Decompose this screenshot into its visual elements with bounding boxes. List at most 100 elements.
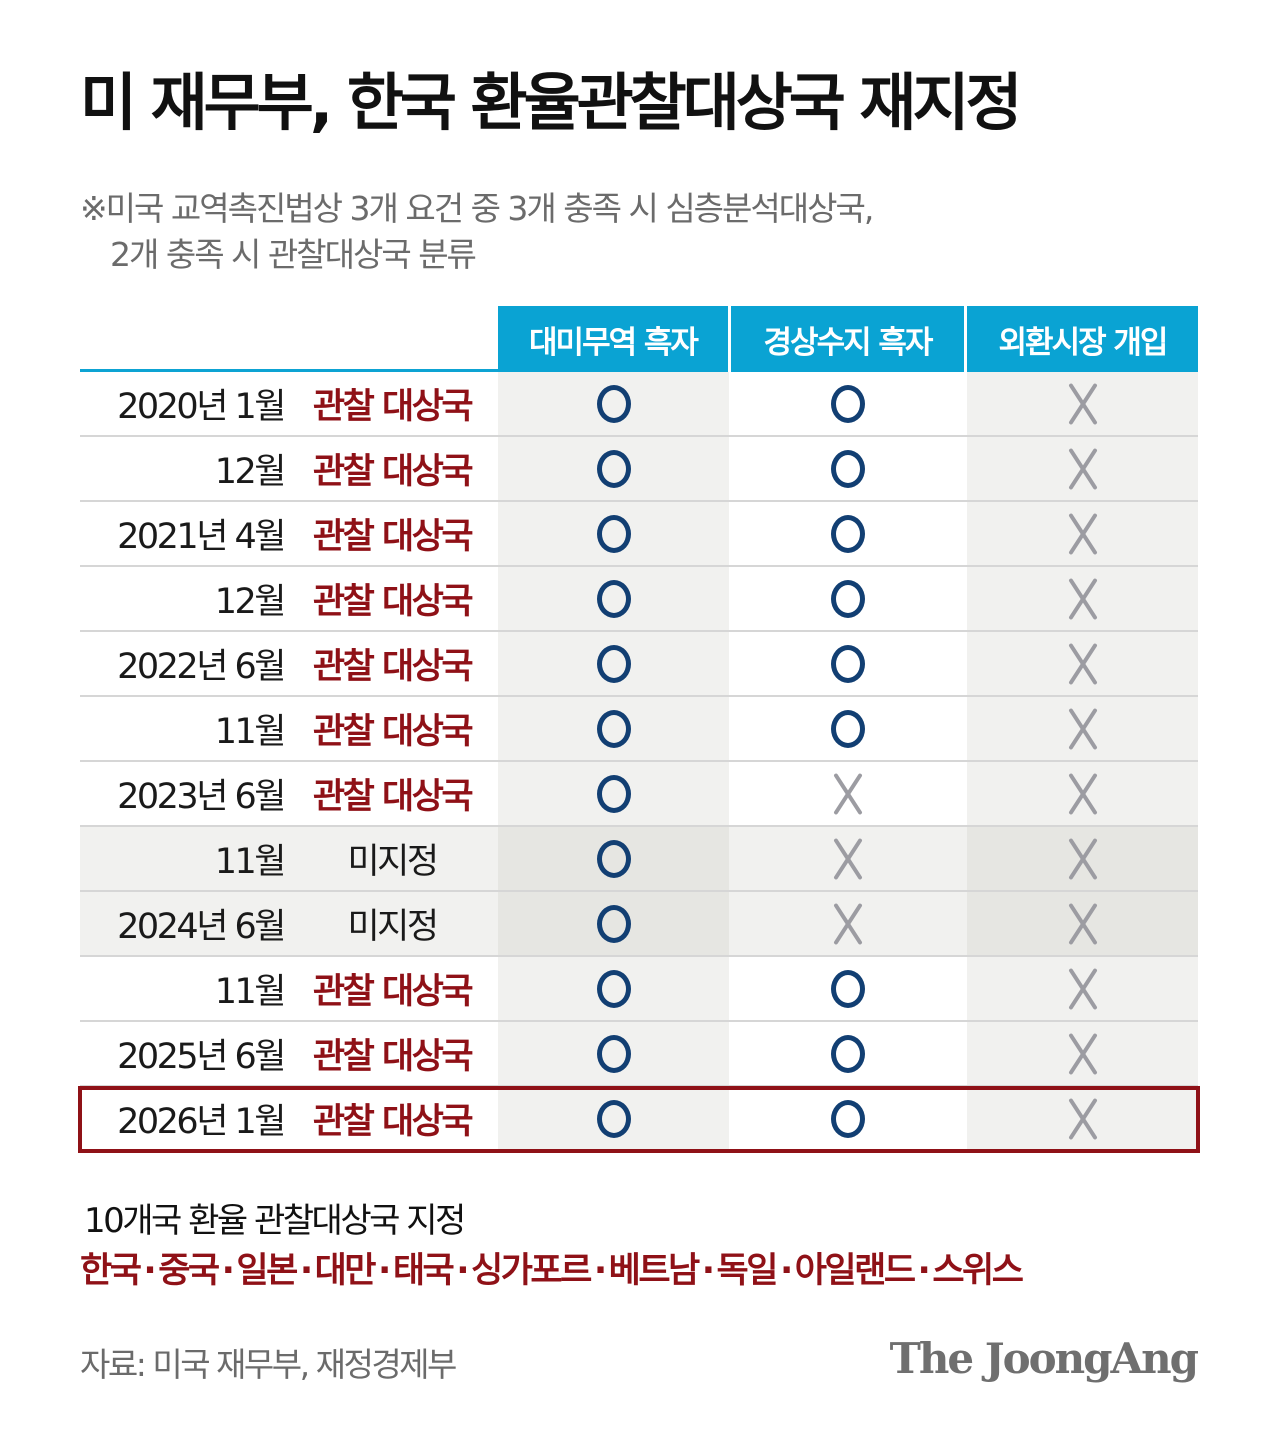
criteria-cell — [729, 697, 967, 760]
table-row: 12월 관찰 대상국 — [80, 437, 1198, 502]
criteria-cell — [729, 827, 967, 890]
separator-dot: · — [593, 1251, 607, 1291]
criteria-cell — [729, 632, 967, 695]
country-name: 대만 — [314, 1251, 377, 1291]
criteria-cell — [498, 957, 729, 1020]
circle-met-icon — [596, 709, 631, 748]
criteria-cell — [967, 697, 1198, 760]
column-header-current-account: 경상수지 흑자 — [731, 306, 964, 372]
table-row: 11월 관찰 대상국 — [80, 957, 1198, 1022]
column-header-trade-surplus: 대미무역 흑자 — [498, 306, 728, 372]
cross-not-met-icon — [1063, 579, 1103, 619]
criteria-cell — [967, 827, 1198, 890]
column-header-fx-intervention: 외환시장 개입 — [967, 306, 1198, 372]
criteria-cell — [729, 957, 967, 1020]
criteria-cell — [498, 502, 729, 565]
criteria-note: ※미국 교역촉진법상 3개 요건 중 3개 충족 시 심층분석대상국, 2개 충… — [80, 186, 874, 278]
cross-not-met-icon — [1063, 514, 1103, 554]
criteria-cell — [967, 1022, 1198, 1085]
criteria-cell — [967, 892, 1198, 955]
cross-not-met-icon — [1063, 449, 1103, 489]
table-row: 11월 미지정 — [80, 827, 1198, 892]
separator-dot: · — [143, 1251, 156, 1291]
row-status: 관찰 대상국 — [312, 517, 474, 557]
circle-met-icon — [831, 384, 865, 423]
row-status: 미지정 — [347, 842, 439, 882]
circle-met-icon — [596, 449, 631, 488]
row-status: 관찰 대상국 — [312, 777, 474, 817]
table-row: 11월 관찰 대상국 — [80, 697, 1198, 762]
criteria-cell — [729, 1087, 967, 1150]
publisher-logo: The JoongAng — [889, 1334, 1199, 1383]
circle-met-icon — [596, 904, 631, 943]
table-header: 대미무역 흑자 경상수지 흑자 외환시장 개입 — [80, 306, 1198, 372]
summary-title: 10개국 환율 관찰대상국 지정 — [84, 1201, 466, 1241]
criteria-cell — [729, 372, 967, 435]
criteria-cell — [729, 1022, 967, 1085]
circle-met-icon — [831, 1034, 865, 1073]
cross-not-met-icon — [828, 839, 868, 879]
criteria-cell — [967, 957, 1198, 1020]
criteria-cell — [967, 567, 1198, 630]
criteria-cell — [967, 437, 1198, 500]
separator-dot: · — [456, 1251, 469, 1291]
row-status: 관찰 대상국 — [312, 387, 474, 427]
row-date: 12월 — [214, 452, 287, 492]
row-date: 2022년 6월 — [117, 647, 286, 687]
circle-met-icon — [831, 969, 865, 1008]
cross-not-met-icon — [1063, 774, 1103, 814]
criteria-cell — [967, 762, 1198, 825]
circle-met-icon — [596, 514, 631, 553]
circle-met-icon — [596, 969, 631, 1008]
row-status: 관찰 대상국 — [312, 582, 474, 622]
table-row: 2026년 1월 관찰 대상국 — [80, 1087, 1198, 1152]
criteria-cell — [729, 762, 967, 825]
row-status: 관찰 대상국 — [312, 452, 474, 492]
row-date: 11월 — [214, 712, 287, 752]
separator-dot: · — [701, 1251, 715, 1291]
table-body: 2020년 1월 관찰 대상국 12월 관찰 대상국 2021년 4월 관찰 대상국 12월… — [80, 372, 1198, 1152]
circle-met-icon — [831, 579, 865, 618]
circle-met-icon — [596, 384, 631, 423]
criteria-note-line-2: 2개 충족 시 관찰대상국 분류 — [110, 235, 477, 274]
criteria-cell — [967, 632, 1198, 695]
criteria-cell — [498, 1022, 729, 1085]
separator-dot: · — [299, 1251, 313, 1291]
criteria-cell — [498, 827, 729, 890]
circle-met-icon — [831, 644, 865, 683]
table-row: 12월 관찰 대상국 — [80, 567, 1198, 632]
table-row: 2024년 6월 미지정 — [80, 892, 1198, 957]
criteria-cell — [498, 437, 729, 500]
criteria-note-line-1: ※미국 교역촉진법상 3개 요건 중 3개 충족 시 심층분석대상국, — [80, 189, 874, 228]
separator-dot: · — [779, 1251, 793, 1291]
country-name: 스위스 — [932, 1251, 1024, 1291]
source-credit: 자료: 미국 재무부, 재정경제부 — [80, 1345, 457, 1384]
country-name: 아일랜드 — [794, 1251, 916, 1291]
row-status: 미지정 — [347, 907, 439, 947]
row-date: 2026년 1월 — [117, 1102, 286, 1142]
cross-not-met-icon — [1063, 839, 1103, 879]
row-status: 관찰 대상국 — [312, 647, 474, 687]
country-name: 싱가포르 — [471, 1251, 592, 1291]
row-date: 2023년 6월 — [117, 777, 286, 817]
circle-met-icon — [596, 579, 631, 618]
row-status: 관찰 대상국 — [312, 972, 474, 1012]
country-name: 베트남 — [608, 1251, 701, 1291]
criteria-cell — [498, 762, 729, 825]
cross-not-met-icon — [1063, 709, 1103, 749]
circle-met-icon — [596, 1034, 631, 1073]
criteria-cell — [729, 892, 967, 955]
separator-dot: · — [378, 1251, 391, 1291]
row-date: 11월 — [214, 842, 287, 882]
country-list: 한국 · 중국 · 일본 · 대만 · 태국 · 싱가포르 · 베트남 · 독일 · 아일랜드 · 스위스 — [80, 1242, 1024, 1293]
table-row: 2021년 4월 관찰 대상국 — [80, 502, 1198, 567]
criteria-cell — [967, 372, 1198, 435]
criteria-cell — [967, 502, 1198, 565]
cross-not-met-icon — [1063, 904, 1103, 944]
cross-not-met-icon — [1063, 384, 1103, 424]
row-date: 2025년 6월 — [117, 1037, 286, 1077]
criteria-cell — [498, 697, 729, 760]
table-row: 2020년 1월 관찰 대상국 — [80, 372, 1198, 437]
country-name: 태국 — [392, 1251, 455, 1291]
table-row: 2023년 6월 관찰 대상국 — [80, 762, 1198, 827]
